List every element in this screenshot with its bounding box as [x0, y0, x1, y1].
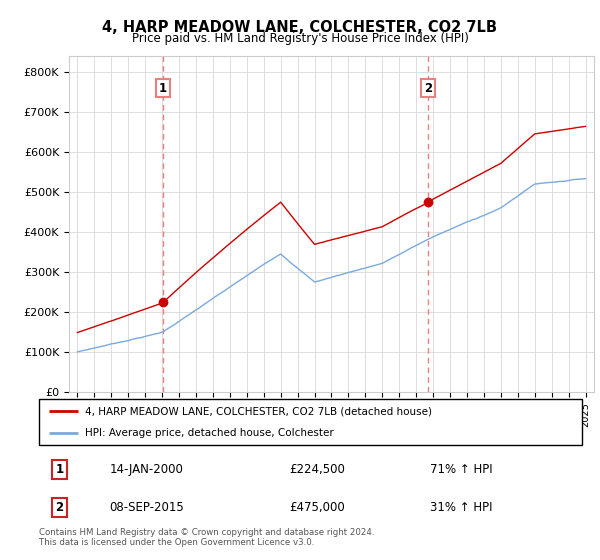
- Text: Price paid vs. HM Land Registry's House Price Index (HPI): Price paid vs. HM Land Registry's House …: [131, 32, 469, 45]
- Text: Contains HM Land Registry data © Crown copyright and database right 2024.
This d: Contains HM Land Registry data © Crown c…: [39, 528, 374, 547]
- Text: 1: 1: [159, 82, 167, 95]
- Text: 31% ↑ HPI: 31% ↑ HPI: [430, 501, 493, 514]
- Text: 1: 1: [56, 463, 64, 476]
- Text: HPI: Average price, detached house, Colchester: HPI: Average price, detached house, Colc…: [85, 428, 334, 438]
- Text: £224,500: £224,500: [289, 463, 344, 476]
- Text: 2: 2: [56, 501, 64, 514]
- Text: 4, HARP MEADOW LANE, COLCHESTER, CO2 7LB: 4, HARP MEADOW LANE, COLCHESTER, CO2 7LB: [103, 20, 497, 35]
- Text: £475,000: £475,000: [289, 501, 344, 514]
- Text: 2: 2: [424, 82, 432, 95]
- Text: 08-SEP-2015: 08-SEP-2015: [110, 501, 184, 514]
- Text: 4, HARP MEADOW LANE, COLCHESTER, CO2 7LB (detached house): 4, HARP MEADOW LANE, COLCHESTER, CO2 7LB…: [85, 406, 432, 416]
- Text: 71% ↑ HPI: 71% ↑ HPI: [430, 463, 493, 476]
- Text: 14-JAN-2000: 14-JAN-2000: [110, 463, 184, 476]
